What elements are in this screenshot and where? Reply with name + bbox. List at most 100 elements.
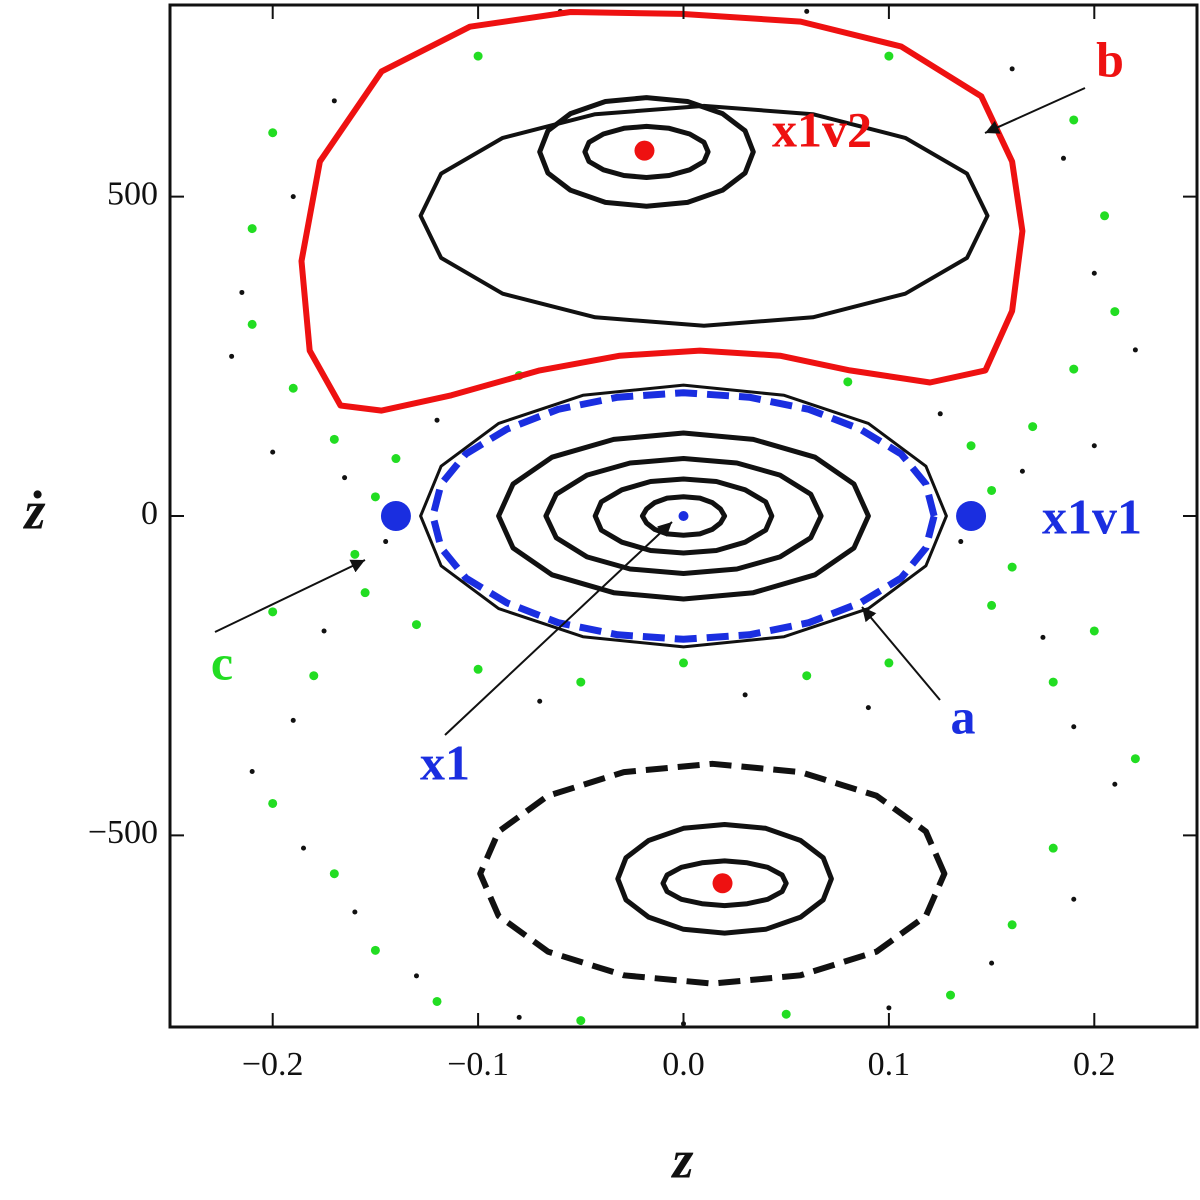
point [1112, 781, 1118, 787]
y-tick-label: 0 [141, 495, 158, 532]
point [370, 492, 380, 502]
plot-marks [229, 8, 1140, 1027]
point [1132, 347, 1138, 353]
point [1091, 270, 1097, 276]
point [360, 588, 370, 598]
point [884, 658, 894, 668]
point [391, 454, 401, 464]
point [329, 434, 339, 444]
point [288, 383, 298, 393]
orbit [429, 389, 938, 643]
point [966, 441, 976, 451]
x-tick-label: −0.2 [242, 1046, 304, 1083]
point [380, 501, 411, 531]
arrow [861, 606, 941, 701]
annotation: x1v2 [772, 101, 872, 157]
point [249, 769, 255, 774]
point [268, 607, 278, 617]
point [1040, 634, 1046, 640]
point [958, 539, 964, 545]
point [268, 128, 278, 138]
annotation: x1 [420, 734, 470, 790]
point [411, 620, 421, 630]
annotation: b [1096, 31, 1124, 87]
point [473, 51, 483, 61]
point [576, 677, 586, 687]
annotation: c [211, 634, 233, 690]
point [247, 224, 257, 234]
orbit [419, 383, 948, 649]
point [413, 973, 419, 979]
point [1089, 626, 1099, 636]
orbit [660, 858, 789, 909]
point [1071, 896, 1077, 902]
point [884, 51, 894, 61]
point [946, 990, 956, 1000]
point [679, 658, 688, 668]
arrow [984, 87, 1086, 134]
point [956, 501, 987, 531]
y-tick-label: 500 [107, 175, 158, 212]
y-axis-label: ż [22, 480, 45, 540]
point [309, 671, 319, 681]
x-tick-label: −0.1 [447, 1046, 509, 1083]
point [1048, 843, 1058, 853]
orbit [582, 123, 711, 180]
point [229, 353, 235, 359]
point [804, 8, 810, 14]
orbit [477, 760, 948, 987]
point [473, 664, 483, 674]
annotation: x1v1 [1042, 488, 1142, 544]
orbit [639, 494, 728, 538]
point [1007, 562, 1017, 572]
point [239, 289, 245, 295]
point [321, 628, 327, 634]
point [1069, 364, 1079, 374]
point [290, 717, 296, 723]
orbit [418, 103, 990, 328]
point [1007, 920, 1017, 930]
point [937, 411, 943, 417]
point [1091, 443, 1097, 449]
orbit [592, 476, 775, 556]
point [331, 98, 337, 104]
point [537, 698, 543, 704]
arrow [444, 521, 673, 736]
point [1019, 468, 1025, 474]
point [742, 692, 748, 698]
point [1100, 211, 1110, 221]
point [268, 798, 278, 808]
point [383, 539, 389, 545]
point [516, 1014, 522, 1020]
point [1110, 307, 1120, 317]
point [781, 1009, 791, 1019]
point [1028, 422, 1038, 432]
point [987, 485, 997, 495]
arrow [214, 559, 366, 633]
orbit [496, 430, 871, 602]
point [989, 960, 995, 966]
point [290, 194, 296, 200]
orbit [298, 9, 1026, 414]
x-tick-label: 0.0 [662, 1046, 705, 1083]
point [865, 705, 871, 711]
point [329, 869, 339, 879]
annotation: a [951, 688, 976, 744]
point [1071, 724, 1077, 730]
point [1048, 677, 1058, 687]
point [370, 945, 380, 955]
point [352, 909, 358, 915]
point [270, 449, 276, 455]
point [342, 475, 348, 481]
point [432, 996, 442, 1006]
point [678, 511, 689, 521]
point [1060, 155, 1066, 161]
point [301, 845, 307, 851]
x-tick-label: 0.2 [1073, 1046, 1116, 1083]
point [350, 549, 360, 559]
point [247, 319, 257, 329]
point [1069, 115, 1079, 125]
point [1009, 66, 1015, 72]
